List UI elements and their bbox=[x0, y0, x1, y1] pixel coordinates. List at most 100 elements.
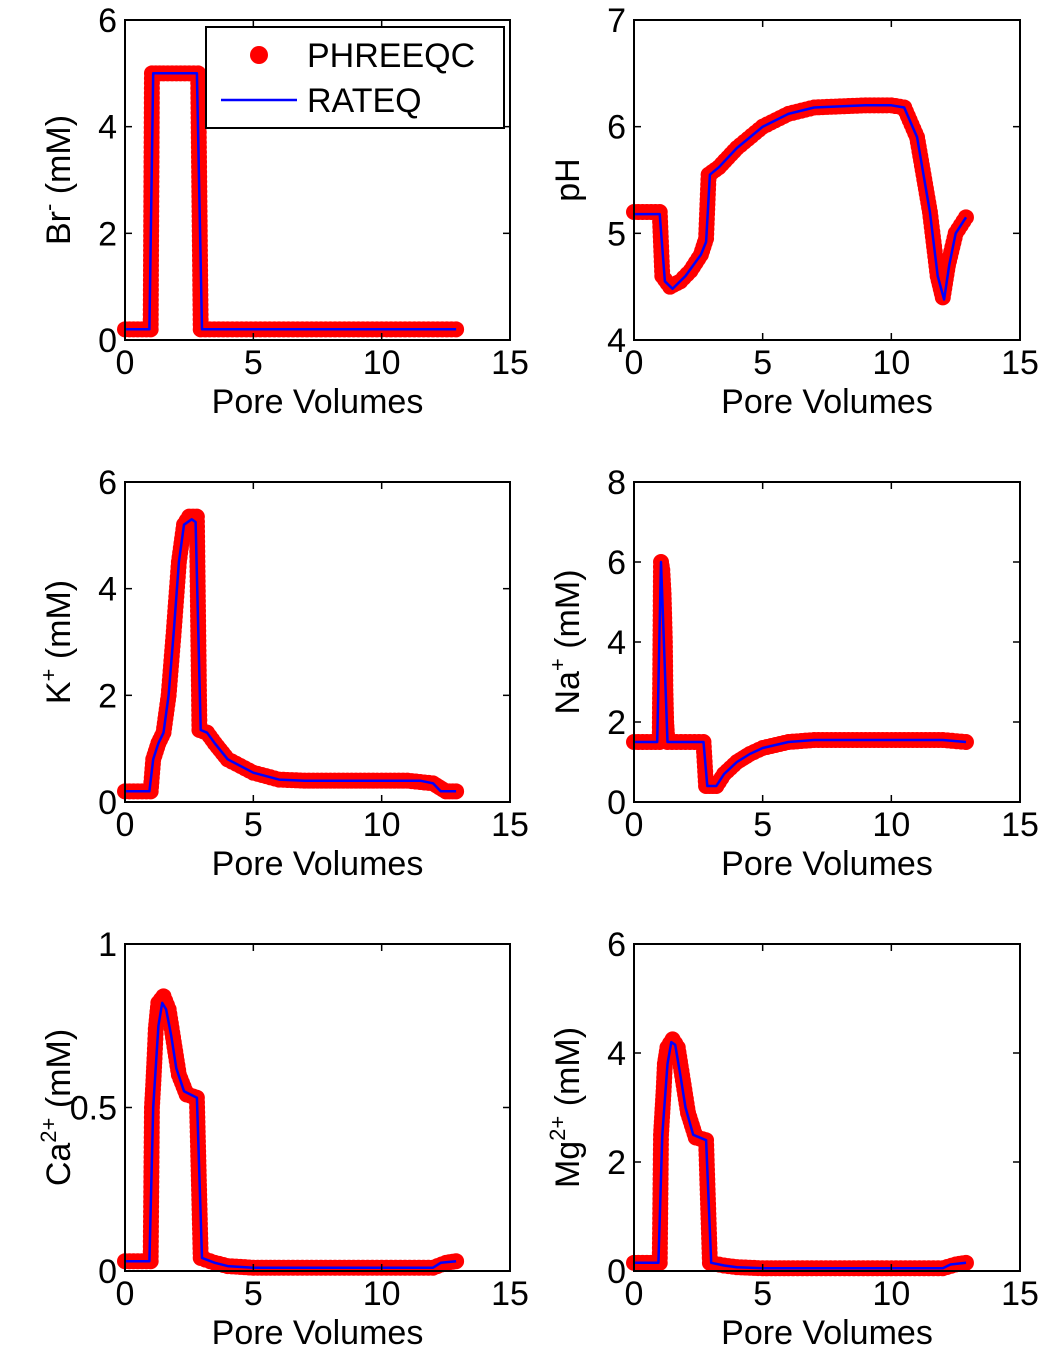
x-axis-label: Pore Volumes bbox=[721, 383, 933, 421]
x-axis-label: Pore Volumes bbox=[721, 845, 933, 883]
y-axis-label-species: Ca bbox=[40, 1143, 78, 1187]
plot-area bbox=[634, 482, 1020, 802]
chart-panel-2: 0 5 10 15 4 5 6 7 Pore Volumes pH bbox=[549, 2, 1039, 421]
legend-label-phreeqc: PHREEQC bbox=[307, 37, 475, 75]
x-axis-label: Pore Volumes bbox=[212, 383, 424, 421]
y-axis-label-charge: + bbox=[36, 669, 61, 682]
y-tick-label: 0 bbox=[98, 1253, 117, 1291]
x-tick-label: 5 bbox=[753, 806, 772, 844]
y-tick-label: 6 bbox=[98, 2, 117, 40]
x-tick-label: 0 bbox=[116, 344, 135, 382]
y-tick-label: 6 bbox=[98, 464, 117, 502]
y-axis-label-charge: + bbox=[545, 658, 570, 671]
y-axis-label-charge: 2+ bbox=[545, 1116, 570, 1141]
y-tick-label: 0.5 bbox=[70, 1090, 117, 1128]
x-tick-label: 10 bbox=[872, 806, 910, 844]
plot-area bbox=[125, 944, 510, 1271]
x-tick-label: 0 bbox=[625, 806, 644, 844]
chart-panel-4: 0 5 10 15 0 2 4 6 8 Pore Volumes Na+ (mM) bbox=[545, 464, 1039, 883]
y-axis-label: Mg2+ (mM) bbox=[545, 1027, 587, 1188]
x-tick-label: 15 bbox=[1001, 1275, 1039, 1313]
axes-frame bbox=[124, 19, 511, 341]
y-axis-label: pH bbox=[549, 158, 587, 201]
y-tick-label: 2 bbox=[607, 704, 626, 742]
y-tick-label: 2 bbox=[98, 677, 117, 715]
y-axis-label: K+ (mM) bbox=[36, 580, 78, 704]
series-line-rateq bbox=[634, 560, 967, 788]
y-tick-label: 7 bbox=[607, 2, 626, 40]
legend-box bbox=[205, 26, 505, 129]
y-axis-label-species: pH bbox=[549, 158, 587, 201]
x-tick-label: 10 bbox=[872, 344, 910, 382]
series-line-rateq bbox=[125, 72, 457, 331]
y-axis-label-charge: 2+ bbox=[36, 1118, 61, 1143]
y-axis-label-unit: (mM) bbox=[549, 569, 587, 658]
x-tick-label: 10 bbox=[872, 1275, 910, 1313]
plot-area bbox=[634, 20, 1020, 340]
x-tick-label: 5 bbox=[753, 1275, 772, 1313]
y-axis-label-charge: - bbox=[36, 204, 61, 211]
x-tick-label: 15 bbox=[491, 1275, 529, 1313]
y-tick-label: 4 bbox=[607, 322, 626, 360]
x-axis-label: Pore Volumes bbox=[721, 1314, 933, 1352]
data-point bbox=[448, 1253, 465, 1270]
axes-frame bbox=[124, 481, 511, 803]
x-tick-label: 10 bbox=[363, 806, 401, 844]
y-axis-label: Na+ (mM) bbox=[545, 569, 587, 714]
series-line-rateq bbox=[125, 518, 457, 793]
legend: PHREEQC RATEQ bbox=[205, 26, 505, 129]
y-axis-label-unit: (mM) bbox=[40, 580, 78, 669]
x-tick-label: 0 bbox=[116, 1275, 135, 1313]
y-tick-label: 8 bbox=[607, 464, 626, 502]
x-tick-label: 10 bbox=[363, 344, 401, 382]
x-tick-label: 0 bbox=[625, 344, 644, 382]
x-tick-label: 15 bbox=[1001, 344, 1039, 382]
chart-panel-5: 0 5 10 15 0 0.5 1 Pore Volumes Ca2+ (mM) bbox=[36, 926, 529, 1352]
y-tick-label: 2 bbox=[98, 215, 117, 253]
x-tick-label: 5 bbox=[244, 806, 263, 844]
y-tick-label: 4 bbox=[98, 109, 117, 147]
y-tick-label: 6 bbox=[607, 544, 626, 582]
y-axis-label-species: Mg bbox=[549, 1141, 587, 1188]
axes-frame bbox=[633, 943, 1021, 1272]
y-tick-label: 0 bbox=[607, 1253, 626, 1291]
chart-panel-6: 0 5 10 15 0 2 4 6 Pore Volumes Mg2+ (mM) bbox=[545, 926, 1039, 1352]
y-tick-label: 4 bbox=[98, 571, 117, 609]
y-tick-label: 0 bbox=[98, 322, 117, 360]
chart-panel-3: 0 5 10 15 0 2 4 6 Pore Volumes K+ (mM) bbox=[36, 464, 529, 883]
y-axis-label: Ca2+ (mM) bbox=[36, 1029, 78, 1186]
y-axis-label-unit: (mM) bbox=[549, 1027, 587, 1116]
y-tick-label: 5 bbox=[607, 215, 626, 253]
y-axis-label: Br- (mM) bbox=[36, 115, 78, 245]
axes-frame bbox=[633, 19, 1021, 341]
y-axis-label-unit: (mM) bbox=[40, 1029, 78, 1118]
series-line-rateq bbox=[125, 1001, 457, 1269]
series-line-rateq bbox=[634, 104, 968, 301]
x-tick-label: 10 bbox=[363, 1275, 401, 1313]
legend-marker-phreeqc bbox=[250, 46, 268, 64]
y-axis-label-species: Br bbox=[40, 211, 78, 245]
x-axis-label: Pore Volumes bbox=[212, 1314, 424, 1352]
x-tick-label: 15 bbox=[491, 806, 529, 844]
y-axis-label-species: Na bbox=[549, 671, 587, 715]
y-axis-label-unit: (mM) bbox=[40, 115, 78, 204]
y-tick-label: 0 bbox=[98, 784, 117, 822]
y-tick-label: 6 bbox=[607, 926, 626, 964]
series-line-rateq bbox=[634, 1040, 967, 1270]
x-tick-label: 15 bbox=[491, 344, 529, 382]
y-tick-label: 4 bbox=[607, 624, 626, 662]
x-tick-label: 0 bbox=[116, 806, 135, 844]
x-tick-label: 5 bbox=[244, 344, 263, 382]
legend-label-rateq: RATEQ bbox=[307, 82, 422, 120]
y-tick-label: 6 bbox=[607, 109, 626, 147]
y-tick-label: 4 bbox=[607, 1035, 626, 1073]
x-axis-label: Pore Volumes bbox=[212, 845, 424, 883]
y-tick-label: 0 bbox=[607, 784, 626, 822]
x-tick-label: 15 bbox=[1001, 806, 1039, 844]
x-tick-label: 5 bbox=[244, 1275, 263, 1313]
y-axis-label-species: K bbox=[40, 681, 78, 704]
y-tick-label: 2 bbox=[607, 1144, 626, 1182]
x-tick-label: 0 bbox=[625, 1275, 644, 1313]
x-tick-label: 5 bbox=[753, 344, 772, 382]
